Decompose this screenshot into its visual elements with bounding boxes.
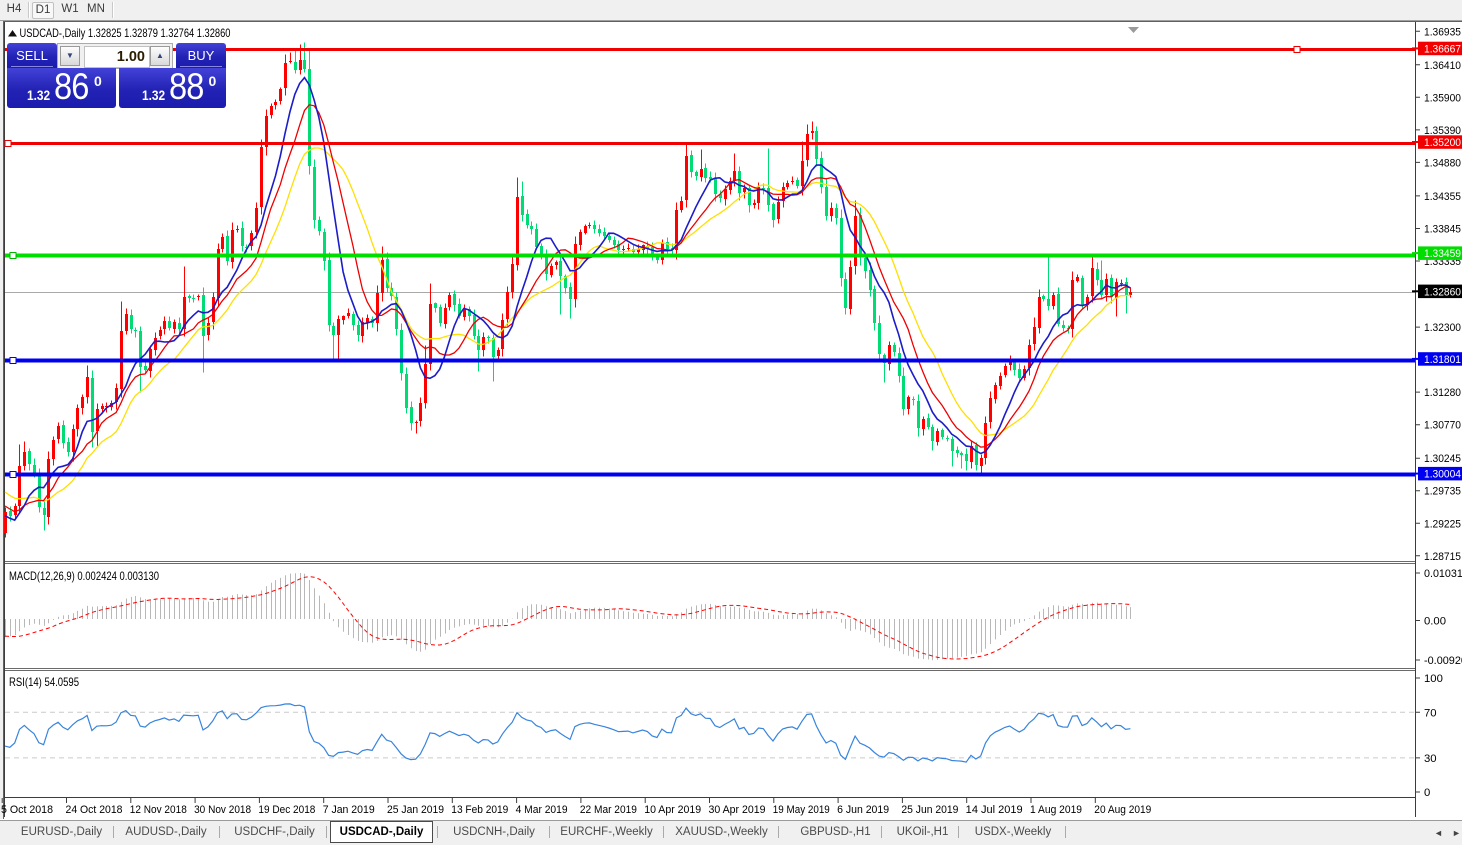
svg-text:1.35200: 1.35200 bbox=[1424, 137, 1461, 149]
svg-text:30 Apr 2019: 30 Apr 2019 bbox=[709, 804, 766, 816]
svg-text:1.36667: 1.36667 bbox=[1424, 43, 1461, 55]
svg-text:MACD(12,26,9) 0.002424 0.00313: MACD(12,26,9) 0.002424 0.003130 bbox=[9, 569, 159, 583]
svg-text:1.30245: 1.30245 bbox=[1424, 453, 1461, 465]
svg-text:0: 0 bbox=[1424, 787, 1430, 799]
svg-text:19 Dec 2018: 19 Dec 2018 bbox=[258, 804, 315, 816]
svg-text:25 Jun 2019: 25 Jun 2019 bbox=[901, 804, 958, 816]
svg-text:100: 100 bbox=[1424, 673, 1443, 685]
svg-text:4 Mar 2019: 4 Mar 2019 bbox=[516, 804, 568, 816]
svg-text:USDCAD-,Daily 1.32825 1.32879: USDCAD-,Daily 1.32825 1.32879 1.32764 1.… bbox=[20, 26, 231, 40]
svg-text:-0.009203: -0.009203 bbox=[1424, 655, 1462, 667]
svg-text:1.32300: 1.32300 bbox=[1424, 322, 1461, 334]
svg-text:1.34880: 1.34880 bbox=[1424, 157, 1461, 169]
svg-text:1.36410: 1.36410 bbox=[1424, 60, 1461, 72]
svg-text:1.30004: 1.30004 bbox=[1424, 469, 1461, 481]
svg-text:14 Jul 2019: 14 Jul 2019 bbox=[966, 804, 1023, 816]
svg-text:6 Jun 2019: 6 Jun 2019 bbox=[837, 804, 889, 816]
svg-text:22 Mar 2019: 22 Mar 2019 bbox=[580, 804, 637, 816]
svg-text:5 Oct 2018: 5 Oct 2018 bbox=[1, 804, 53, 816]
svg-text:20 Aug 2019: 20 Aug 2019 bbox=[1094, 804, 1151, 816]
svg-text:1.31280: 1.31280 bbox=[1424, 387, 1461, 399]
svg-text:19 May 2019: 19 May 2019 bbox=[773, 804, 830, 816]
svg-text:0.00: 0.00 bbox=[1424, 616, 1446, 628]
svg-text:1.33459: 1.33459 bbox=[1424, 248, 1461, 260]
svg-text:1.35900: 1.35900 bbox=[1424, 92, 1461, 104]
svg-text:1.30770: 1.30770 bbox=[1424, 420, 1461, 432]
svg-text:30: 30 bbox=[1424, 753, 1437, 765]
svg-text:1 Aug 2019: 1 Aug 2019 bbox=[1030, 804, 1082, 816]
svg-text:RSI(14) 54.0595: RSI(14) 54.0595 bbox=[9, 675, 79, 689]
svg-text:1.29735: 1.29735 bbox=[1424, 486, 1461, 498]
svg-text:10 Apr 2019: 10 Apr 2019 bbox=[644, 804, 701, 816]
svg-text:1.28715: 1.28715 bbox=[1424, 551, 1461, 563]
svg-text:1.33845: 1.33845 bbox=[1424, 224, 1461, 236]
svg-text:24 Oct 2018: 24 Oct 2018 bbox=[66, 804, 123, 816]
svg-text:30 Nov 2018: 30 Nov 2018 bbox=[194, 804, 251, 816]
svg-text:12 Nov 2018: 12 Nov 2018 bbox=[130, 804, 187, 816]
svg-text:1.31801: 1.31801 bbox=[1424, 354, 1461, 366]
svg-text:70: 70 bbox=[1424, 707, 1437, 719]
svg-text:13 Feb 2019: 13 Feb 2019 bbox=[451, 804, 508, 816]
svg-text:1.29225: 1.29225 bbox=[1424, 518, 1461, 530]
svg-text:1.35390: 1.35390 bbox=[1424, 125, 1461, 137]
svg-text:25 Jan 2019: 25 Jan 2019 bbox=[387, 804, 444, 816]
svg-text:1.34355: 1.34355 bbox=[1424, 191, 1461, 203]
svg-text:1.36935: 1.36935 bbox=[1424, 26, 1461, 38]
svg-text:0.010311: 0.010311 bbox=[1424, 568, 1462, 580]
svg-text:1.32860: 1.32860 bbox=[1424, 286, 1461, 298]
svg-text:7 Jan 2019: 7 Jan 2019 bbox=[323, 804, 375, 816]
